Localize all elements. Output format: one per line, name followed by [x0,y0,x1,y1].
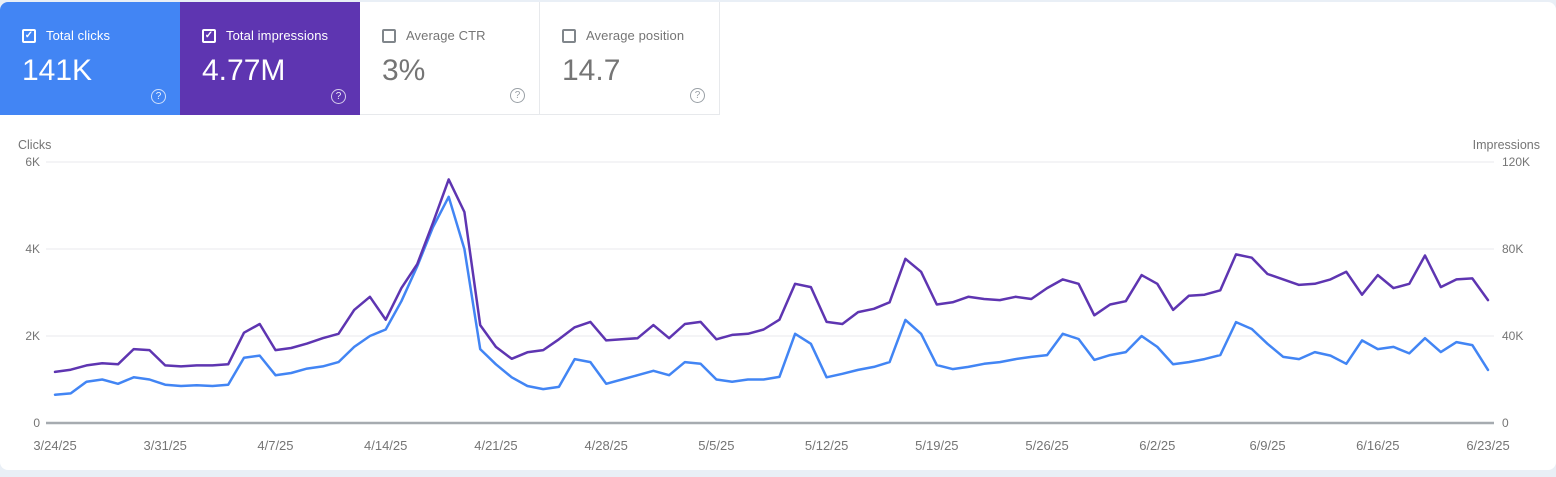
metric-value: 4.77M [202,54,286,87]
help-icon[interactable]: ? [510,88,525,103]
average-ctr-checkbox[interactable] [382,28,396,43]
impressions-line [53,178,1490,374]
x-axis-tick: 6/16/25 [1356,438,1399,453]
metric-card-average-position[interactable]: Average position 14.7 ? [540,2,720,115]
total-impressions-checkbox[interactable]: ✓ [202,28,216,43]
metric-label: Total impressions [226,28,329,43]
metric-card-header: Average position [562,28,719,43]
metric-card-average-ctr[interactable]: Average CTR 3% ? [360,2,540,115]
metric-label: Average position [586,28,685,43]
x-axis-tick: 5/12/25 [805,438,848,453]
performance-chart[interactable]: 0 2K 4K 6K 0 40K 80K 120K 3/24/25 3/31/25 4/7/25 4/… [0,132,1556,472]
metric-value: 141K [22,54,93,87]
left-axis-title: Clicks [18,138,52,152]
x-axis-tick: 4/28/25 [584,438,627,453]
metric-label: Total clicks [46,28,111,43]
x-axis-tick: 6/23/25 [1466,438,1509,453]
right-axis-tick: 120K [1502,155,1530,169]
left-axis-tick: 4K [25,242,40,256]
x-axis-tick: 5/5/25 [698,438,734,453]
metric-value: 3% [382,54,426,87]
right-axis-tick: 80K [1502,242,1523,256]
x-axis-tick: 4/21/25 [474,438,517,453]
left-axis-tick: 6K [25,155,40,169]
metric-card-header: ✓ Total clicks [22,28,180,43]
x-axis-tick: 3/24/25 [33,438,76,453]
help-icon[interactable]: ? [331,89,346,104]
total-clicks-checkbox[interactable]: ✓ [22,28,36,43]
right-axis-title: Impressions [1472,138,1540,152]
metric-card-header: Average CTR [382,28,539,43]
metric-card-total-impressions[interactable]: ✓ Total impressions 4.77M ? [180,2,360,115]
metric-card-header: ✓ Total impressions [202,28,360,43]
average-position-checkbox[interactable] [562,28,576,43]
x-axis-tick: 5/19/25 [915,438,958,453]
clicks-line [53,195,1490,396]
x-axis-tick: 6/9/25 [1249,438,1285,453]
left-axis-tick: 0 [33,416,40,430]
left-axis-tick: 2K [25,329,40,343]
right-axis-tick: 0 [1502,416,1509,430]
metric-label: Average CTR [406,28,486,43]
x-axis-tick: 5/26/25 [1025,438,1068,453]
metric-card-total-clicks[interactable]: ✓ Total clicks 141K ? [0,2,180,115]
metric-cards-row: ✓ Total clicks 141K ? ✓ Total impression… [0,2,720,115]
x-axis-tick: 4/14/25 [364,438,407,453]
help-icon[interactable]: ? [690,88,705,103]
help-icon[interactable]: ? [151,89,166,104]
metric-value: 14.7 [562,54,621,87]
right-axis-tick: 40K [1502,329,1523,343]
x-axis-tick: 3/31/25 [144,438,187,453]
x-axis-tick: 4/7/25 [257,438,293,453]
x-axis-tick: 6/2/25 [1139,438,1175,453]
